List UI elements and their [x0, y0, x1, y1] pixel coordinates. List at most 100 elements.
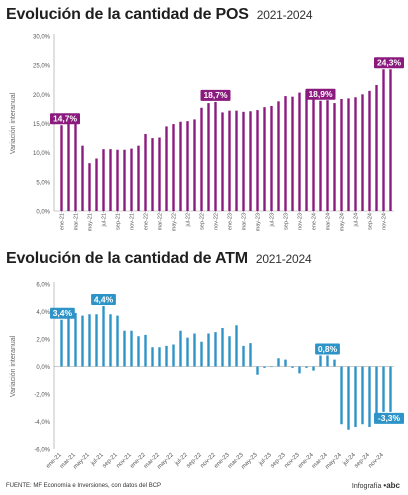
pos-bar [158, 137, 161, 211]
atm-bar [249, 343, 252, 367]
atm-bar [284, 359, 287, 367]
atm-bar [326, 355, 329, 367]
atm-bar [123, 330, 126, 367]
pos-xtick-label: nov-23 [298, 213, 304, 230]
pos-bar [193, 119, 196, 211]
atm-bar [298, 366, 301, 374]
pos-bar [277, 101, 280, 211]
pos-xtick-label: sep-23 [284, 213, 290, 230]
pos-data-label: 18,7% [203, 90, 228, 100]
atm-ytick-label: 2,0% [36, 338, 50, 344]
source-note: FUENTE: MF Economía e Inversiones, con d… [6, 483, 162, 489]
atm-bar [74, 312, 77, 367]
atm-bar [193, 333, 196, 367]
atm-data-label: 3,4% [53, 308, 73, 318]
pos-bar [130, 148, 133, 211]
pos-bar [319, 100, 322, 211]
pos-bar [200, 107, 203, 211]
atm-bar [144, 334, 147, 367]
pos-xtick-label: nov-24 [382, 213, 388, 230]
atm-bar [368, 366, 371, 427]
pos-bar [109, 149, 112, 211]
pos-xtick-label: may-23 [256, 213, 262, 231]
pos-bar [88, 163, 91, 211]
pos-xtick-label: mar-22 [158, 213, 164, 230]
pos-data-label: 14,7% [53, 114, 78, 124]
pos-bar [228, 110, 231, 211]
pos-ytick-label: 25,0% [33, 64, 51, 70]
pos-subtitle: 2021-2024 [256, 8, 313, 22]
atm-ytick-label: -6,0% [34, 448, 50, 454]
atm-ytick-label: 0,0% [36, 365, 50, 371]
atm-xtick-label: may-22 [157, 452, 176, 471]
atm-subtitle: 2021-2024 [255, 252, 312, 266]
pos-ytick-label: 5,0% [36, 180, 50, 186]
pos-bar [123, 149, 126, 211]
atm-data-label: 4,4% [94, 294, 114, 304]
pos-data-label: 24,3% [377, 58, 402, 68]
atm-bar [137, 336, 140, 367]
pos-bar [291, 96, 294, 211]
pos-data-label-box [374, 57, 404, 69]
atm-data-label: -3,3% [378, 413, 401, 423]
pos-bar [347, 98, 350, 211]
pos-xtick-label: mar-23 [242, 213, 248, 230]
pos-xtick-label: sep-21 [116, 213, 122, 230]
atm-bar [60, 319, 63, 367]
pos-bar [361, 94, 364, 211]
pos-bar [151, 138, 154, 211]
atm-bar [109, 314, 112, 367]
pos-bar [263, 107, 266, 211]
atm-ytick-label: -2,0% [34, 393, 50, 399]
pos-bar [67, 120, 70, 211]
atm-bar [95, 314, 98, 367]
atm-bar [291, 366, 294, 368]
pos-chart-title: Evolución de la cantidad de POS 2021-2024 [6, 6, 313, 24]
pos-xtick-label: ene-22 [144, 213, 150, 230]
pos-data-label: 18,9% [308, 89, 333, 99]
pos-bar [333, 103, 336, 211]
pos-bar [235, 110, 238, 211]
atm-bar [312, 366, 315, 371]
pos-ytick-label: 20,0% [33, 93, 51, 99]
pos-bar [165, 126, 168, 211]
credit-label: Infografía [351, 483, 382, 490]
pos-title-text: Evolución de la cantidad de POS [6, 6, 249, 23]
atm-xtick-label: may-24 [325, 452, 344, 471]
pos-xtick-label: may-24 [340, 213, 346, 231]
atm-bar [375, 366, 378, 421]
atm-bar [172, 344, 175, 367]
pos-bar [60, 125, 63, 211]
atm-bar [186, 337, 189, 367]
credit: Infografía •abc [352, 481, 400, 490]
pos-bar [368, 90, 371, 211]
atm-bar [221, 328, 224, 367]
pos-ytick-label: 0,0% [36, 210, 50, 216]
pos-xtick-label: jul-24 [354, 213, 360, 227]
atm-bar [102, 306, 105, 367]
pos-bar [116, 149, 119, 211]
pos-bar [249, 111, 252, 211]
pos-xtick-label: jul-22 [186, 213, 192, 227]
atm-ytick-label: 4,0% [36, 310, 50, 316]
atm-bar [179, 330, 182, 367]
pos-xtick-label: ene-24 [312, 213, 318, 230]
atm-xtick-label: may-21 [73, 452, 92, 471]
pos-bar [256, 110, 259, 211]
pos-bar [221, 112, 224, 211]
atm-bar [263, 366, 266, 368]
atm-y-axis-title: Variación interanual [10, 335, 17, 397]
pos-bar [305, 90, 308, 211]
pos-bar [74, 123, 77, 211]
atm-bar [228, 336, 231, 367]
pos-bar [375, 85, 378, 211]
atm-chart-title: Evolución de la cantidad de ATM 2021-2024 [6, 250, 312, 268]
atm-bar [305, 366, 308, 368]
atm-bar [361, 366, 364, 425]
pos-bar [326, 100, 329, 211]
pos-ytick-label: 15,0% [33, 122, 51, 128]
atm-bar [158, 347, 161, 367]
pos-xtick-label: may-22 [172, 213, 178, 231]
pos-bar [137, 145, 140, 211]
